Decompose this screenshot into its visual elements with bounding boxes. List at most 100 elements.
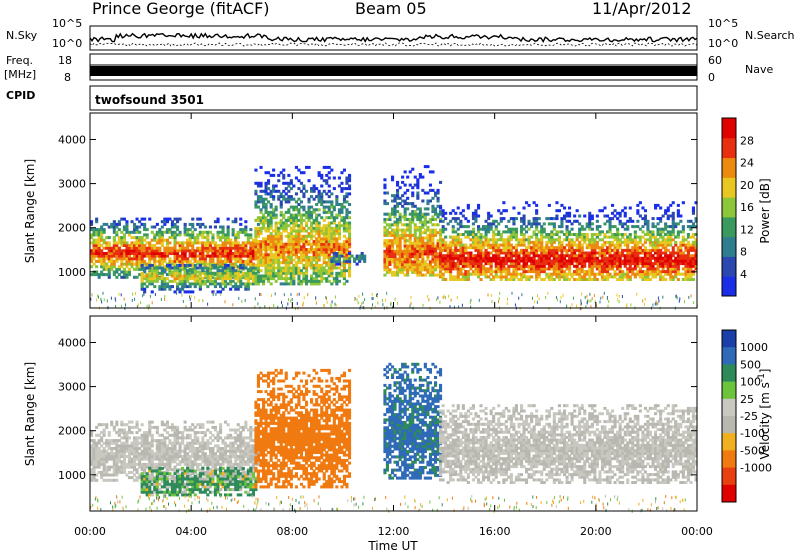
echo-cell (272, 261, 276, 265)
echo-cell (322, 234, 326, 238)
echo-cell (320, 232, 324, 236)
echo-cell (198, 263, 202, 267)
echo-cell (479, 267, 483, 271)
echo-cell (646, 233, 650, 236)
echo-cell (312, 208, 316, 212)
echo-cell (439, 212, 443, 216)
echo-cell (206, 249, 210, 253)
echo-cell (229, 241, 233, 245)
echo-cell (552, 246, 556, 250)
echo-cell (299, 279, 303, 283)
echo-cell (623, 206, 627, 210)
echo-cell (661, 238, 665, 242)
echo-cell (117, 267, 121, 271)
echo-cell (545, 267, 549, 271)
echo-cell (181, 257, 185, 261)
echo-cell (464, 272, 468, 276)
echo-cell (689, 248, 693, 252)
echo-cell (679, 243, 683, 247)
echo-cell (284, 210, 288, 214)
echo-cell (279, 248, 283, 251)
echo-cell (570, 240, 574, 244)
echo-cell (335, 271, 339, 275)
echo-cell (305, 274, 309, 278)
echo-cell (444, 256, 448, 260)
echo-cell (454, 211, 458, 215)
echo-cell (517, 211, 521, 215)
echo-cell (616, 235, 620, 239)
echo-cell (492, 235, 496, 239)
echo-cell (439, 180, 443, 184)
echo-cell (216, 282, 220, 286)
echo-cell (631, 272, 635, 276)
echo-cell (305, 250, 309, 254)
echo-cell (628, 235, 632, 239)
echo-cell (494, 246, 498, 250)
echo-cell (267, 240, 271, 244)
echo-cell (651, 272, 655, 276)
echo-cell (416, 241, 420, 245)
echo-cell (477, 203, 481, 207)
echo-cell (474, 267, 478, 271)
echo-cell (396, 225, 400, 229)
echo-cell (474, 233, 478, 236)
echo-cell (439, 243, 443, 247)
echo-cell (451, 251, 455, 255)
echo-cell (254, 189, 258, 193)
echo-cell (545, 275, 549, 279)
echo-cell (183, 259, 187, 263)
echo-cell (568, 264, 572, 268)
echo-cell (322, 218, 326, 222)
echo-cell (158, 252, 162, 255)
echo-cell (155, 279, 159, 283)
echo-cell (588, 211, 592, 215)
echo-cell (431, 215, 435, 219)
echo-cell (158, 266, 162, 270)
echo-cell (165, 217, 169, 221)
echo-cell (643, 233, 647, 236)
echo-cell (439, 251, 443, 255)
echo-cell (444, 259, 448, 263)
echo-cell (557, 272, 561, 276)
echo-cell (441, 238, 445, 242)
echo-cell (305, 263, 309, 267)
echo-cell (117, 252, 121, 255)
echo-cell (471, 264, 475, 268)
echo-cell (294, 224, 298, 228)
echo-cell (335, 254, 339, 258)
echo-cell (681, 235, 685, 239)
echo-cell (643, 272, 647, 276)
echo-cell (282, 258, 286, 262)
echo-cell (287, 277, 291, 281)
echo-cell (654, 206, 658, 210)
echo-cell (337, 210, 341, 214)
echo-cell (520, 267, 524, 271)
echo-cell (527, 259, 531, 263)
echo-cell (102, 254, 106, 258)
echo-cell (206, 252, 210, 255)
echo-cell (272, 187, 276, 191)
echo-cell (550, 267, 554, 271)
echo-cell (403, 199, 407, 203)
echo-cell (411, 215, 415, 219)
echo-cell (408, 233, 412, 237)
echo-cell (418, 265, 422, 269)
echo-cell (120, 293, 122, 297)
echo-cell (641, 248, 645, 252)
echo-cell (676, 235, 680, 239)
echo-cell (393, 249, 397, 253)
echo-cell (611, 235, 615, 239)
echo-cell (403, 252, 407, 256)
echo-cell (648, 256, 652, 260)
echo-cell (330, 250, 334, 254)
echo-cell (302, 240, 306, 244)
echo-cell (411, 260, 415, 264)
echo-cell (330, 259, 334, 263)
echo-cell (264, 210, 268, 214)
echo-cell (507, 256, 511, 260)
echo-cell (312, 218, 316, 222)
echo-cell (198, 299, 200, 302)
echo-cell (406, 249, 410, 253)
echo-cell (545, 243, 549, 247)
echo-cell (173, 254, 177, 258)
